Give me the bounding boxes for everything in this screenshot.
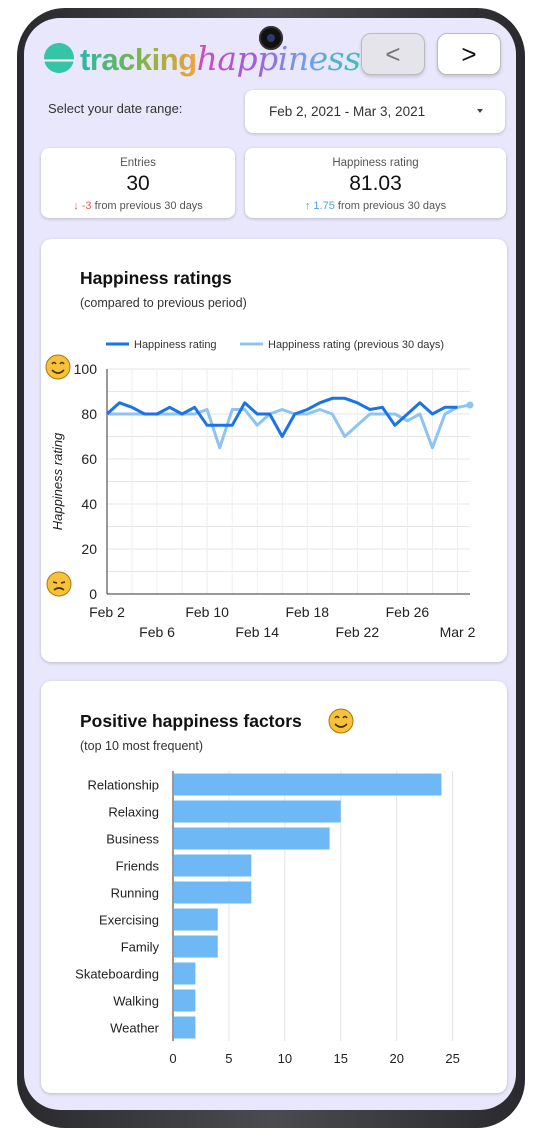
happy-face-icon-part (51, 369, 65, 374)
logo-word-happiness: happiness (196, 38, 361, 78)
logo-word-tracking: tracking (80, 41, 197, 77)
legend-label-current: Happiness rating (134, 339, 217, 351)
x-tick-label: Mar 2 (440, 624, 476, 640)
arrow-down-icon: ↓ (73, 200, 79, 212)
sad-face-icon-part (46, 571, 72, 597)
front-camera (259, 26, 283, 50)
kpi-label: Entries (120, 157, 156, 169)
kpi-delta: ↓ -3 from previous 30 days (41, 200, 235, 212)
sad-face-icon-part (53, 587, 65, 591)
caret-down-icon (477, 109, 483, 113)
kpi-value: 81.03 (349, 172, 402, 195)
kpi-happiness-rating: Happiness rating 81.03 ↑ 1.75 from previ… (245, 148, 506, 218)
card-subtitle: (compared to previous period) (80, 296, 247, 310)
logo-text: trackinghappiness (80, 39, 361, 78)
sad-face-icon-part (60, 581, 66, 584)
x-tick-label: Feb 26 (386, 604, 430, 620)
date-range-value: Feb 2, 2021 - Mar 3, 2021 (269, 104, 426, 119)
kpi-delta: ↑ 1.75 from previous 30 days (245, 200, 506, 212)
card-title: Happiness ratings (80, 268, 232, 288)
y-axis-label: Happiness rating (50, 432, 65, 530)
kpi-delta-text: from previous 30 days (337, 200, 447, 212)
y-tick-label: 20 (81, 541, 97, 557)
kpi-label: Happiness rating (332, 157, 419, 169)
sad-face-icon (46, 571, 72, 597)
y-tick-label: 80 (81, 406, 97, 422)
happy-face-icon-part (59, 361, 65, 365)
happy-face-icon-part (51, 361, 57, 365)
x-tick-label: Feb 2 (89, 604, 125, 620)
app-logo: trackinghappiness (44, 38, 361, 78)
happy-face-icon-part (45, 354, 71, 380)
date-range-select[interactable]: Feb 2, 2021 - Mar 3, 2021 (245, 90, 505, 133)
x-tick-label: Feb 18 (285, 604, 329, 620)
kpi-entries: Entries 30 ↓ -3 from previous 30 days (41, 148, 235, 218)
next-button[interactable]: > (437, 33, 501, 75)
chevron-left-icon: < (385, 38, 401, 69)
y-tick-label: 0 (89, 586, 97, 602)
sad-face-icon-part (52, 581, 58, 584)
previous-button[interactable]: < (361, 33, 425, 75)
y-tick-label: 40 (81, 496, 97, 512)
card-subtitle: (top 10 most frequent) (80, 739, 203, 753)
kpi-delta-value: -3 (81, 200, 92, 212)
y-tick-label: 100 (74, 361, 98, 377)
happy-face-icon (45, 354, 71, 380)
x-tick-label: Feb 14 (235, 624, 279, 640)
x-tick-label: Feb 22 (336, 624, 380, 640)
legend-label-previous: Happiness rating (previous 30 days) (268, 339, 444, 351)
chevron-right-icon: > (461, 38, 477, 69)
y-tick-label: 60 (81, 451, 97, 467)
kpi-delta-text: from previous 30 days (94, 200, 203, 212)
kpi-delta-value: 1.75 (313, 200, 335, 212)
card-title: Positive happiness factors (80, 711, 302, 731)
logo-icon (44, 43, 74, 73)
arrow-up-icon: ↑ (304, 200, 311, 212)
happiness-ratings-card: Happiness ratings (compared to previous … (41, 239, 507, 662)
x-tick-label: Feb 6 (139, 624, 175, 640)
date-range-label: Select your date range: (48, 101, 183, 116)
kpi-value: 30 (126, 172, 150, 195)
series-line-previous (107, 403, 471, 450)
positive-factors-card: Positive happiness factors (top 10 most … (41, 681, 507, 1093)
x-tick-label: Feb 10 (185, 604, 229, 620)
series-end-marker (466, 401, 474, 409)
